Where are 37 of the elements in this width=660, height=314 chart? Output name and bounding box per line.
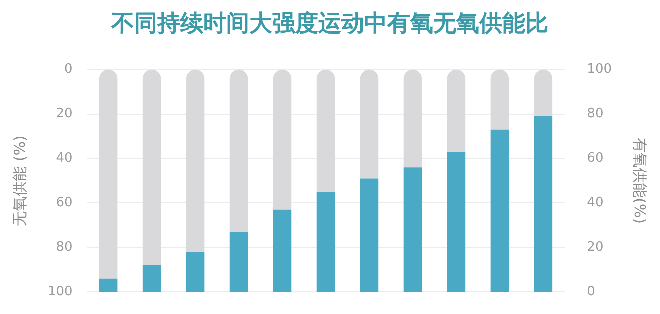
y2-tick-label: 0 — [587, 284, 596, 300]
bar — [142, 266, 162, 292]
bar — [447, 70, 466, 152]
bar — [316, 192, 336, 292]
bar — [360, 178, 379, 292]
bar — [404, 70, 422, 168]
bar — [273, 70, 292, 210]
bar — [230, 70, 248, 232]
y-tick-label: 100 — [48, 284, 73, 300]
y-tick-label: 80 — [56, 240, 73, 256]
y-tick-label: 0 — [64, 62, 73, 78]
y-tick-label: 40 — [56, 151, 73, 166]
bar — [360, 70, 379, 179]
y-tick-label: 20 — [56, 106, 73, 122]
bar — [404, 168, 422, 292]
y2-tick-label: 60 — [587, 151, 604, 166]
bar — [316, 70, 336, 192]
bar — [447, 152, 466, 292]
bar — [99, 70, 118, 279]
y2-tick-label: 80 — [587, 106, 604, 122]
bar — [534, 70, 553, 117]
bar — [273, 210, 292, 292]
y2-tick-label: 20 — [587, 240, 604, 256]
bar — [230, 232, 248, 292]
y2-tick-label: 100 — [587, 62, 612, 78]
bar — [142, 70, 162, 266]
bar — [186, 70, 205, 252]
bar — [186, 252, 205, 292]
bar — [534, 116, 553, 292]
y2-tick-label: 40 — [587, 196, 604, 211]
y-axis-title: 无氧供能 (%) — [10, 136, 29, 226]
bar — [99, 278, 118, 292]
bar — [490, 70, 510, 130]
chart-title: 不同持续时间大强度运动中有氧无氧供能比 — [110, 10, 550, 39]
y2-axis-title: 有氧供能(%) — [631, 138, 650, 224]
bar — [490, 130, 510, 292]
y-tick-label: 60 — [56, 196, 73, 211]
